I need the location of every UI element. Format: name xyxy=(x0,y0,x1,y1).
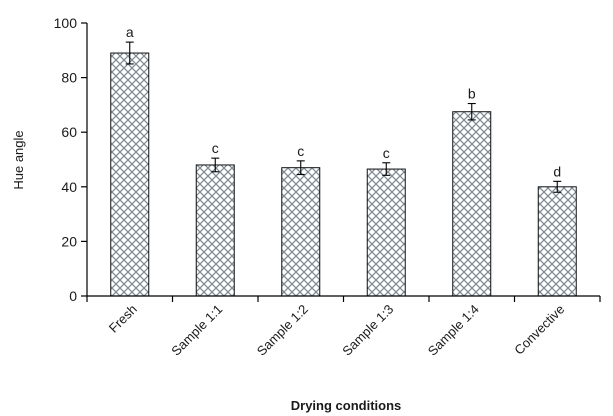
significance-label: b xyxy=(468,86,476,102)
significance-label: c xyxy=(212,140,219,156)
y-tick-label: 60 xyxy=(61,124,77,140)
y-axis-title: Hue angle xyxy=(11,130,26,189)
x-tick-label: Sample 1:1 xyxy=(168,302,225,359)
y-tick-label: 80 xyxy=(61,70,77,86)
bar xyxy=(281,167,321,297)
bar xyxy=(452,111,492,297)
y-tick-label: 100 xyxy=(54,15,78,31)
x-tick-label: Sample 1:2 xyxy=(254,302,311,359)
bars: a c c c b d xyxy=(110,24,577,297)
x-axis-title: Drying conditions xyxy=(291,398,402,413)
y-axis: 0 20 40 60 80 100 xyxy=(54,15,88,304)
x-tick-label: Sample 1:3 xyxy=(339,302,396,359)
y-tick-label: 0 xyxy=(69,288,77,304)
y-tick-label: 20 xyxy=(61,233,77,249)
bar xyxy=(110,52,150,297)
y-tick-label: 40 xyxy=(61,179,77,195)
x-tick-label: Convective xyxy=(511,302,567,358)
significance-label: c xyxy=(297,143,304,159)
bar xyxy=(366,168,406,297)
significance-label: c xyxy=(383,145,390,161)
x-tick-label: Fresh xyxy=(106,302,140,336)
x-axis: Fresh Sample 1:1 Sample 1:2 Sample 1:3 Sampl… xyxy=(86,295,601,359)
bar xyxy=(195,164,235,297)
bar xyxy=(537,186,577,297)
x-tick-label: Sample 1:4 xyxy=(425,302,482,359)
significance-label: a xyxy=(126,24,134,40)
significance-label: d xyxy=(553,163,561,179)
